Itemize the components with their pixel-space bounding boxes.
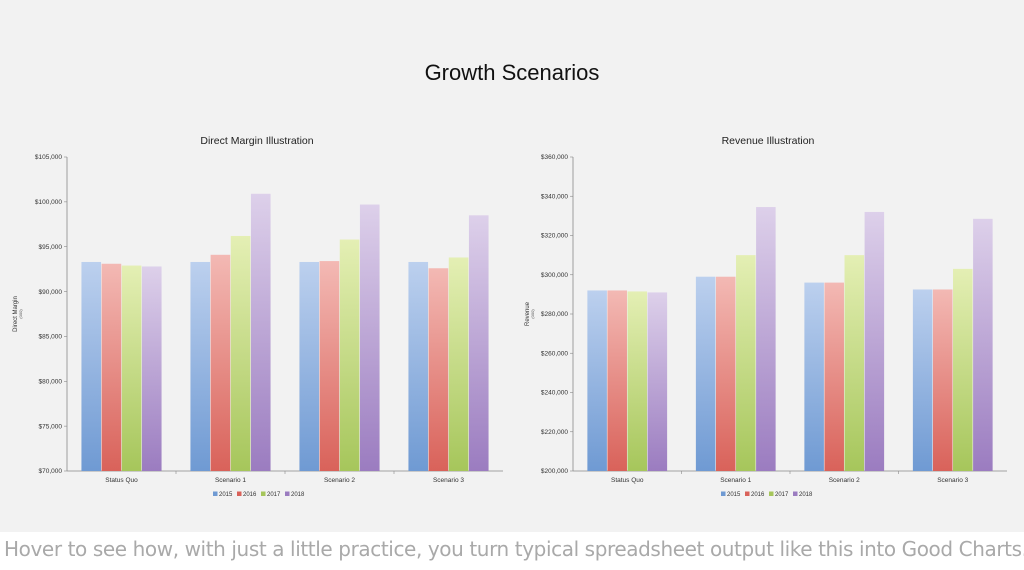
rev-bar-2018-scenario-2[interactable] [864, 211, 885, 471]
rev-legend-swatch [721, 491, 726, 496]
revenue-chart: Revenue Illustration $200,000 $220,000 $240… [525, 135, 1007, 498]
dm-legend-swatch [261, 491, 266, 496]
rev-bar-2018-status-quo[interactable] [647, 292, 668, 471]
dm-legend-label: 2016 [243, 492, 257, 498]
rev-legend-swatch [769, 491, 774, 496]
dm-bar-2017-scenario-2[interactable] [339, 239, 360, 471]
dm-y-tick-label: $80,000 [39, 378, 63, 385]
dm-bar-2016-scenario-1[interactable] [210, 254, 231, 471]
dm-legend-swatch [285, 491, 290, 496]
dm-bar-2018-scenario-1[interactable] [250, 193, 271, 471]
dm-y-tick-label: $70,000 [39, 468, 63, 475]
dm-y-tick-label: $75,000 [39, 423, 63, 430]
dm-x-tick-label: Scenario 1 [215, 477, 246, 484]
rev-y-tick-label: $260,000 [541, 350, 568, 357]
dm-y-tick-label: $100,000 [35, 199, 62, 206]
dm-bar-2018-scenario-2[interactable] [359, 204, 380, 471]
dm-legend-label: 2017 [267, 492, 281, 498]
dm-legend-swatch [237, 491, 242, 496]
rev-legend-swatch [745, 491, 750, 496]
dm-legend-label: 2018 [291, 492, 305, 498]
rev-y-tick-label: $200,000 [541, 468, 568, 475]
dm-x-tick-label: Scenario 2 [324, 477, 355, 484]
dm-y-axis-sublabel: (000) [18, 309, 23, 319]
dm-bar-2015-scenario-1[interactable] [190, 261, 211, 471]
dm-bar-2015-scenario-2[interactable] [299, 261, 320, 471]
rev-y-tick-label: $340,000 [541, 193, 568, 200]
dm-legend-label: 2015 [219, 492, 233, 498]
rev-y-tick-label: $220,000 [541, 429, 568, 436]
rev-x-tick-label: Scenario 3 [937, 477, 968, 484]
rev-y-tick-label: $280,000 [541, 311, 568, 318]
rev-x-tick-label: Scenario 1 [720, 477, 751, 484]
dm-bar-2017-status-quo[interactable] [121, 265, 142, 471]
rev-bar-2016-scenario-3[interactable] [932, 289, 953, 471]
hover-caption: Hover to see how, with just a little pra… [4, 537, 1024, 561]
dm-bar-2018-status-quo[interactable] [141, 266, 162, 471]
rev-bar-2017-scenario-3[interactable] [953, 268, 973, 471]
rev-bar-2016-scenario-2[interactable] [824, 282, 844, 471]
dm-bar-2015-status-quo[interactable] [81, 261, 102, 471]
dm-legend-swatch [213, 491, 218, 496]
dm-y-tick-label: $95,000 [39, 244, 63, 251]
rev-legend-label: 2017 [775, 492, 789, 498]
rev-bar-2016-status-quo[interactable] [607, 290, 627, 471]
direct-margin-chart: Direct Margin Illustration $70,000 $75,000… [13, 135, 503, 498]
dm-bar-2017-scenario-1[interactable] [230, 235, 251, 471]
dm-y-tick-label: $85,000 [39, 334, 63, 341]
dm-bar-2018-scenario-3[interactable] [468, 215, 489, 471]
dm-x-tick-label: Scenario 3 [433, 477, 464, 484]
dm-y-tick-label: $90,000 [39, 289, 63, 296]
rev-y-tick-label: $360,000 [541, 154, 568, 161]
rev-bar-2015-scenario-2[interactable] [804, 282, 824, 471]
dm-y-tick-label: $105,000 [35, 154, 62, 161]
dm-bar-2017-scenario-3[interactable] [448, 257, 469, 471]
dm-bar-2016-scenario-3[interactable] [428, 268, 449, 471]
rev-bar-2015-scenario-1[interactable] [695, 276, 716, 471]
rev-x-tick-label: Scenario 2 [829, 477, 860, 484]
rev-legend-swatch [793, 491, 798, 496]
dm-bar-2016-scenario-2[interactable] [319, 261, 340, 471]
page-title: Growth Scenarios [424, 60, 600, 85]
rev-y-tick-label: $320,000 [541, 233, 568, 240]
rev-y-axis-sublabel: (000) [530, 309, 535, 319]
dm-bar-2015-scenario-3[interactable] [408, 261, 429, 471]
rev-legend-label: 2018 [799, 492, 813, 498]
dm-y-axis-label: Direct Margin [13, 296, 19, 332]
rev-y-tick-label: $300,000 [541, 272, 568, 279]
rev-bar-2018-scenario-1[interactable] [756, 207, 776, 471]
rev-legend-label: 2016 [751, 492, 765, 498]
rev-y-tick-label: $240,000 [541, 390, 568, 397]
rev-bar-2015-status-quo[interactable] [587, 290, 607, 471]
rev-y-axis-label: Revenue [525, 301, 531, 326]
rev-bar-2017-scenario-2[interactable] [844, 255, 865, 471]
rev-bar-2015-scenario-3[interactable] [912, 289, 933, 471]
rev-bar-2018-scenario-3[interactable] [973, 218, 993, 471]
dm-chart-title: Direct Margin Illustration [200, 135, 313, 147]
dm-bar-2016-status-quo[interactable] [101, 263, 122, 471]
rev-x-tick-label: Status Quo [611, 477, 644, 484]
rev-bar-2017-status-quo[interactable] [627, 291, 648, 471]
rev-bar-2017-scenario-1[interactable] [736, 255, 756, 471]
rev-bar-2016-scenario-1[interactable] [715, 276, 736, 471]
dm-x-tick-label: Status Quo [105, 477, 138, 484]
rev-legend-label: 2015 [727, 492, 741, 498]
rev-chart-title: Revenue Illustration [722, 135, 815, 147]
